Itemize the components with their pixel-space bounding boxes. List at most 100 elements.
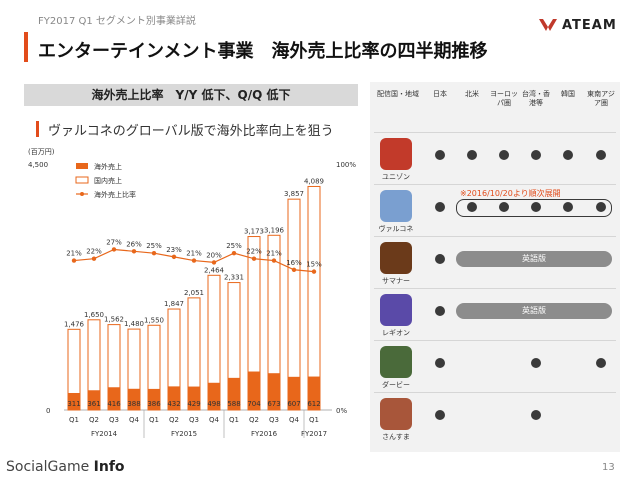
ratio-data-label: 26%: [126, 240, 142, 248]
chart-header-box: 海外売上比率 Y/Y 低下、Q/Q 低下: [24, 84, 358, 106]
availability-dot: [435, 254, 445, 264]
total-data-label: 2,331: [224, 274, 244, 282]
availability-dot: [531, 150, 541, 160]
legend-label: 海外売上: [94, 162, 122, 171]
ratio-data-label: 21%: [66, 250, 82, 258]
bar-overseas: [228, 377, 240, 410]
bar-overseas: [128, 388, 140, 410]
overseas-data-label: 704: [247, 400, 261, 408]
ratio-point: [91, 256, 97, 261]
chart-panel: 海外売上比率 Y/Y 低下、Q/Q 低下 ヴァルコネのグローバル版で海外比率向上…: [24, 84, 358, 444]
ratio-data-label: 25%: [226, 242, 242, 250]
ratio-point: [311, 269, 317, 274]
x-tick-label: Q2: [249, 416, 259, 424]
availability-dot: [467, 202, 477, 212]
availability-dot: [499, 150, 509, 160]
y-tick-label: 4,500: [28, 161, 48, 169]
total-data-label: 3,857: [284, 190, 304, 198]
overseas-data-label: 429: [187, 400, 200, 408]
ratio-point: [251, 256, 257, 261]
x-tick-label: Q1: [69, 416, 79, 424]
ratio-data-label: 25%: [146, 242, 162, 250]
app-name: サマナー: [382, 277, 410, 285]
legend-label: 海外売上比率: [94, 190, 136, 199]
overseas-data-label: 361: [87, 400, 100, 408]
page-number: 13: [602, 462, 615, 473]
total-data-label: 3,196: [264, 226, 285, 234]
availability-dot: [467, 150, 477, 160]
derby-app-icon: [380, 346, 412, 378]
english-version-pill: 英語版: [456, 251, 612, 267]
row-divider: [374, 340, 616, 341]
total-data-label: 1,480: [124, 320, 144, 328]
availability-dot: [531, 410, 541, 420]
ratio-data-label: 23%: [166, 246, 182, 254]
availability-dot: [596, 150, 606, 160]
app-name: さんすま: [382, 433, 410, 441]
availability-dot: [563, 150, 573, 160]
summoner-app-icon: [380, 242, 412, 274]
ratio-point: [171, 254, 177, 260]
bar-domestic: [307, 185, 321, 411]
footer-brand-prefix: Social: [6, 459, 48, 475]
column-header: 東南アジア圏: [587, 90, 615, 107]
overseas-data-label: 432: [167, 400, 180, 408]
x-tick-label: Q2: [169, 416, 179, 424]
english-version-pill: 英語版: [456, 303, 612, 319]
y-axis-unit: (百万円): [28, 148, 55, 156]
ratio-point: [131, 249, 137, 254]
footer-brand-suffix: Info: [93, 459, 125, 475]
column-header: 北米: [465, 90, 479, 98]
logo-text: ATEAM: [562, 17, 617, 33]
ratio-data-label: 20%: [206, 251, 222, 259]
ateam-logo-icon: [539, 19, 557, 31]
availability-dot: [596, 358, 606, 368]
ratio-point: [71, 258, 77, 263]
x-tick-label: Q4: [289, 416, 300, 424]
total-data-label: 2,051: [184, 289, 204, 297]
legend-swatch-domestic: [75, 176, 89, 184]
y2-tick-label: 0%: [336, 407, 347, 415]
x-tick-label: Q1: [309, 416, 319, 424]
app-name: ユニゾン: [382, 173, 410, 181]
total-data-label: 1,550: [144, 316, 164, 324]
row-divider: [374, 184, 616, 185]
company-logo: ATEAM: [538, 16, 617, 34]
x-tick-label: Q2: [89, 416, 99, 424]
availability-dot: [531, 202, 541, 212]
overseas-data-label: 607: [287, 400, 300, 408]
ratio-point: [111, 247, 117, 252]
ratio-point: [191, 258, 197, 263]
legend-swatch-overseas: [76, 163, 88, 169]
year-group-label: FY2015: [171, 430, 197, 438]
total-data-label: 1,476: [64, 320, 85, 328]
year-group-label: FY2014: [91, 430, 118, 438]
overseas-data-label: 673: [267, 400, 280, 408]
valcone-app-icon: [380, 190, 412, 222]
x-tick-label: Q3: [109, 416, 119, 424]
total-data-label: 2,464: [204, 266, 225, 274]
overseas-data-label: 588: [227, 400, 240, 408]
overseas-data-label: 386: [147, 400, 161, 408]
ratio-point: [151, 250, 157, 256]
bar-overseas: [168, 386, 180, 410]
legion-app-icon: [380, 294, 412, 326]
x-tick-label: Q1: [149, 416, 159, 424]
legend-swatch-ratio-dot: [80, 192, 84, 196]
column-header: 配信国・地域: [377, 90, 419, 98]
column-header: ヨーロッパ圏: [490, 90, 518, 107]
x-tick-label: Q3: [189, 416, 199, 424]
availability-dot: [596, 202, 606, 212]
overseas-data-label: 498: [207, 400, 220, 408]
sansuma-app-icon: [380, 398, 412, 430]
ratio-data-label: 21%: [266, 250, 282, 258]
year-group-label: FY2016: [251, 430, 278, 438]
title-accent-bar: [24, 32, 28, 62]
availability-dot: [435, 150, 445, 160]
x-tick-label: Q4: [209, 416, 220, 424]
bar-overseas: [208, 382, 220, 410]
bar-overseas: [148, 388, 160, 410]
y-tick-label: 0: [46, 407, 50, 415]
ratio-point: [291, 267, 297, 272]
availability-dot: [531, 358, 541, 368]
